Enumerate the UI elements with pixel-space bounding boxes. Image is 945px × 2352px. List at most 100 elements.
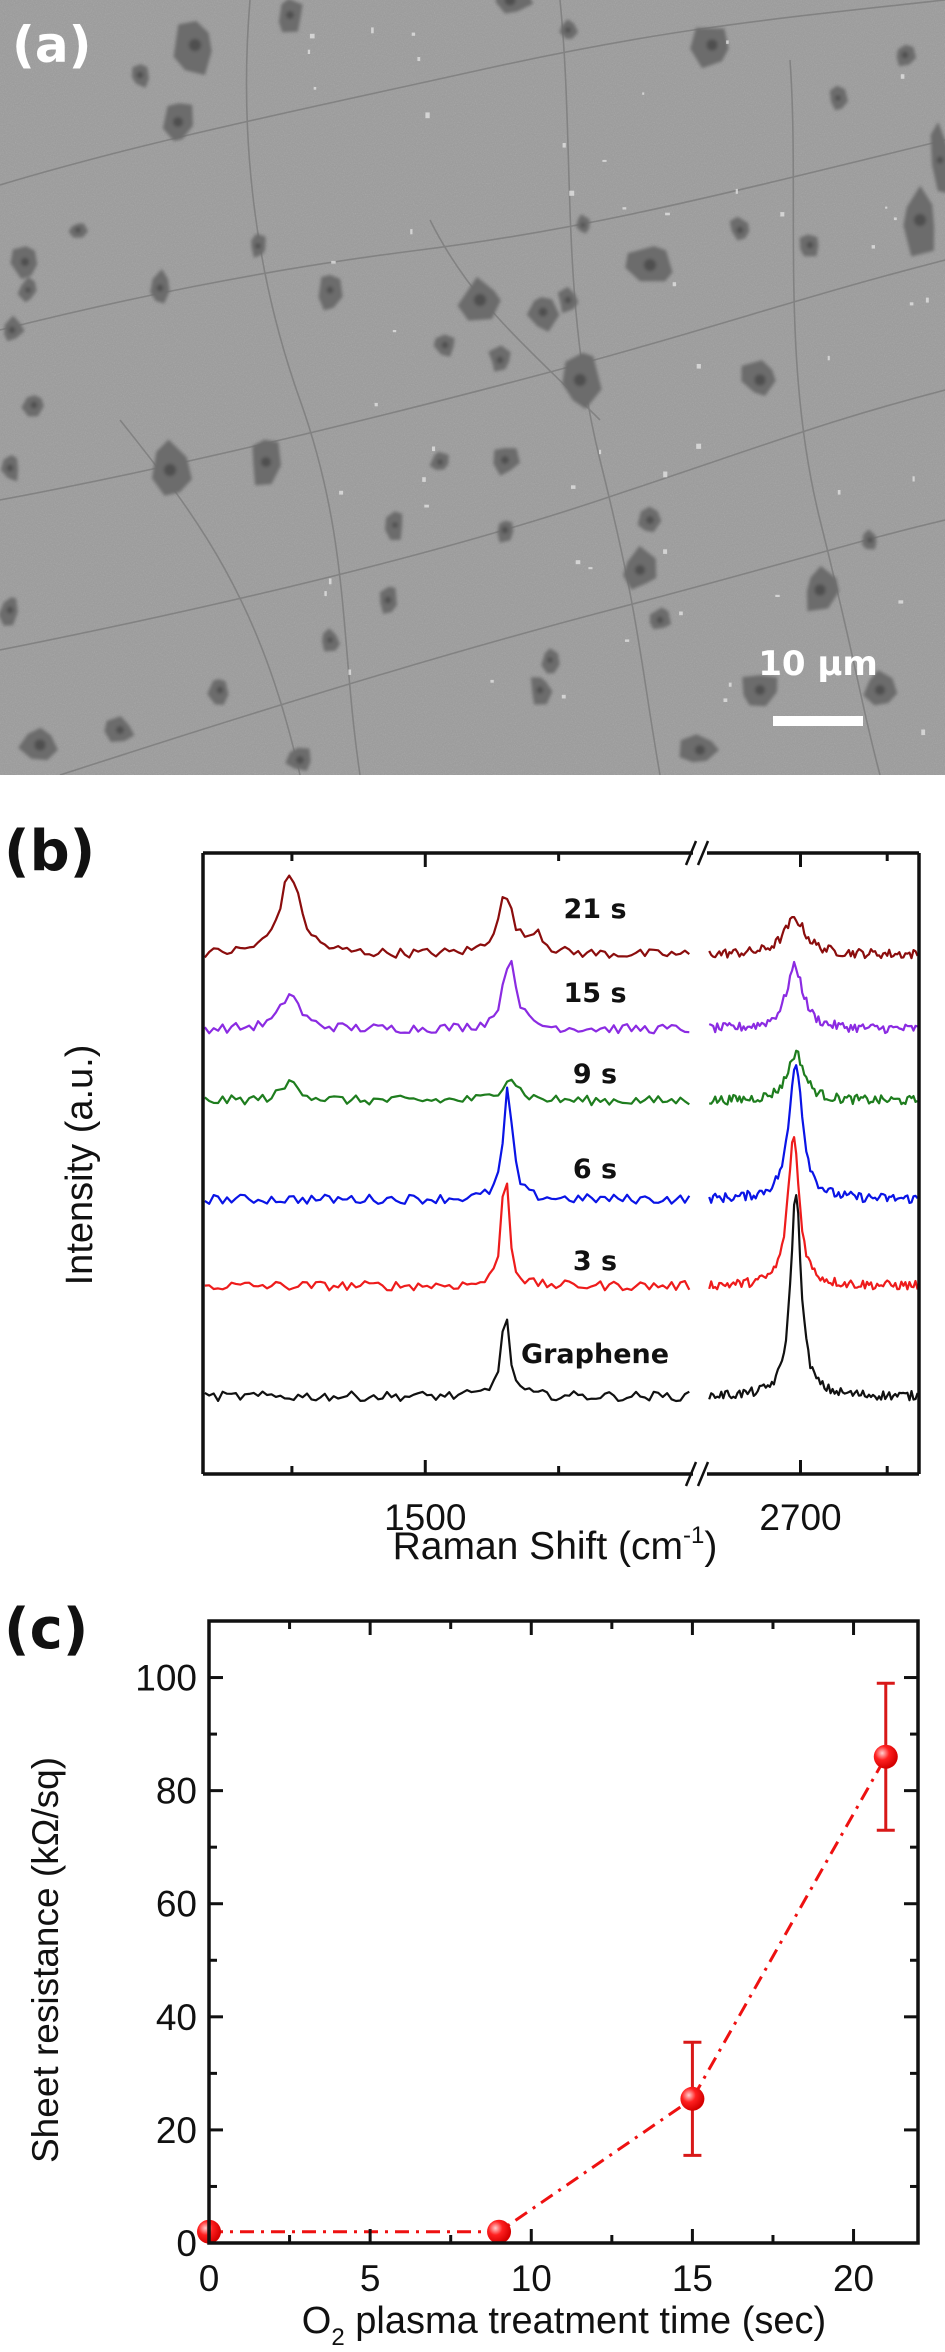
bright-particle: [392, 330, 397, 333]
resistance-x-tick-label: 5: [360, 2258, 381, 2299]
spectrum-label: 21 s: [563, 894, 626, 925]
flake-nucleus: [296, 756, 304, 764]
bright-particle: [348, 669, 352, 675]
raman-x-axis-label-sup: -1: [683, 1522, 704, 1549]
graphene-flake: [495, 0, 534, 14]
flake-nucleus: [496, 356, 504, 364]
flake-nucleus: [634, 564, 646, 576]
data-point: [873, 1744, 898, 1769]
resistance-x-axis-label-pre: O: [302, 2300, 332, 2342]
flake-nucleus: [573, 373, 587, 387]
bright-particle: [561, 694, 566, 699]
flake-nucleus: [706, 39, 718, 51]
bright-particle: [313, 87, 317, 90]
spectrum-line-graphene: [708, 1194, 919, 1402]
raman-x-tick-label: 1500: [384, 1497, 466, 1538]
flake-nucleus: [646, 516, 654, 524]
spectrum-label: 3 s: [573, 1246, 617, 1277]
flake-nucleus: [835, 95, 841, 101]
bright-particle: [374, 402, 378, 407]
flake-nucleus: [163, 463, 177, 477]
flake-nucleus: [441, 341, 449, 349]
bright-particle: [735, 188, 738, 194]
flake-nucleus: [156, 284, 164, 292]
sem-noise: [0, 0, 945, 775]
resistance-plot-frame: [207, 1619, 920, 2245]
flake-nucleus: [814, 584, 826, 596]
crack-line: [789, 59, 881, 775]
bright-particle: [331, 260, 336, 264]
crack-line: [119, 419, 301, 775]
scale-bar-label: 10 µm: [758, 644, 878, 684]
flake-nucleus: [8, 326, 16, 334]
axis-break-icon: [684, 840, 698, 866]
grain-boundary-cracks: [0, 0, 945, 775]
spectrum-line-3-s: [204, 1182, 691, 1292]
crack-line: [0, 0, 945, 186]
spectrum-labels: 21 s 15 s 9 s 6 s 3 s Graphene: [521, 894, 669, 1370]
resistance-tick-labels: 0 5 10 15 20 0 20 40 60 80 100: [135, 1658, 874, 2299]
spectrum-line-6-s: [708, 1064, 919, 1204]
resistance-y-tick-label: 0: [176, 2223, 197, 2264]
bright-particle: [780, 212, 785, 217]
flake-nucleus: [564, 296, 572, 304]
resistance-y-tick-label: 40: [156, 1997, 197, 2038]
resistance-series: [197, 1681, 898, 2244]
bright-particle: [625, 639, 630, 642]
bright-particle: [571, 485, 576, 489]
flake-nucleus: [901, 51, 909, 59]
flake-nucleus: [260, 456, 272, 468]
multilayer-flakes: [0, 0, 945, 771]
raman-x-tick-label: 2700: [759, 1497, 841, 1538]
bright-particle: [324, 591, 327, 597]
bright-particle: [728, 682, 732, 687]
raman-spectra: [203, 874, 919, 1403]
flake-nucleus: [384, 596, 392, 604]
flake-nucleus: [867, 537, 873, 543]
bright-particle: [665, 212, 670, 216]
resistance-y-tick-label: 60: [156, 1884, 197, 1925]
bright-particle: [909, 302, 914, 306]
flake-nucleus: [286, 11, 294, 19]
bright-particle: [432, 446, 436, 452]
resistance-y-tick-label: 20: [156, 2110, 197, 2151]
bright-particle: [562, 143, 566, 148]
bright-particle: [602, 159, 607, 162]
bright-particle: [425, 112, 430, 119]
bright-particle: [663, 471, 668, 478]
bright-particle: [371, 27, 374, 34]
bright-particle: [417, 57, 421, 61]
resistance-y-axis-label: Sheet resistance (kΩ/sq): [25, 1757, 66, 2163]
flake-nucleus: [34, 739, 46, 751]
flake-nucleus: [136, 71, 144, 79]
flake-nucleus: [936, 156, 944, 164]
scale-bar: [773, 716, 863, 726]
flake-nucleus: [255, 243, 261, 249]
flake-nucleus: [473, 293, 487, 307]
resistance-ticks: [207, 1621, 918, 2245]
bright-particle: [898, 600, 904, 604]
spectrum-line-21-s: [203, 874, 690, 959]
flake-nucleus: [172, 116, 184, 128]
bright-particle: [411, 32, 416, 36]
bright-particle: [925, 297, 929, 303]
bright-particle: [775, 594, 780, 597]
flake-nucleus: [326, 286, 334, 294]
resistance-x-axis-label: O2 plasma treatment time (sec): [302, 2300, 826, 2351]
flake-nucleus: [547, 657, 553, 663]
spectrum-label: 6 s: [573, 1154, 617, 1185]
flake-nucleus: [754, 684, 766, 696]
resistance-y-tick-label: 100: [135, 1658, 197, 1699]
bright-particle: [490, 679, 494, 683]
bright-particle: [328, 578, 332, 585]
crack-line: [0, 259, 945, 501]
flake-nucleus: [580, 222, 586, 228]
raman-x-axis-label: Raman Shift (cm-1): [393, 1522, 718, 1568]
bright-particle: [679, 611, 683, 616]
flake-nucleus: [536, 686, 544, 694]
resistance-x-tick-label: 0: [199, 2258, 220, 2299]
flake-nucleus: [6, 606, 14, 614]
bright-particle: [575, 560, 581, 565]
flake-nucleus: [501, 526, 509, 534]
bright-particle: [696, 364, 701, 369]
